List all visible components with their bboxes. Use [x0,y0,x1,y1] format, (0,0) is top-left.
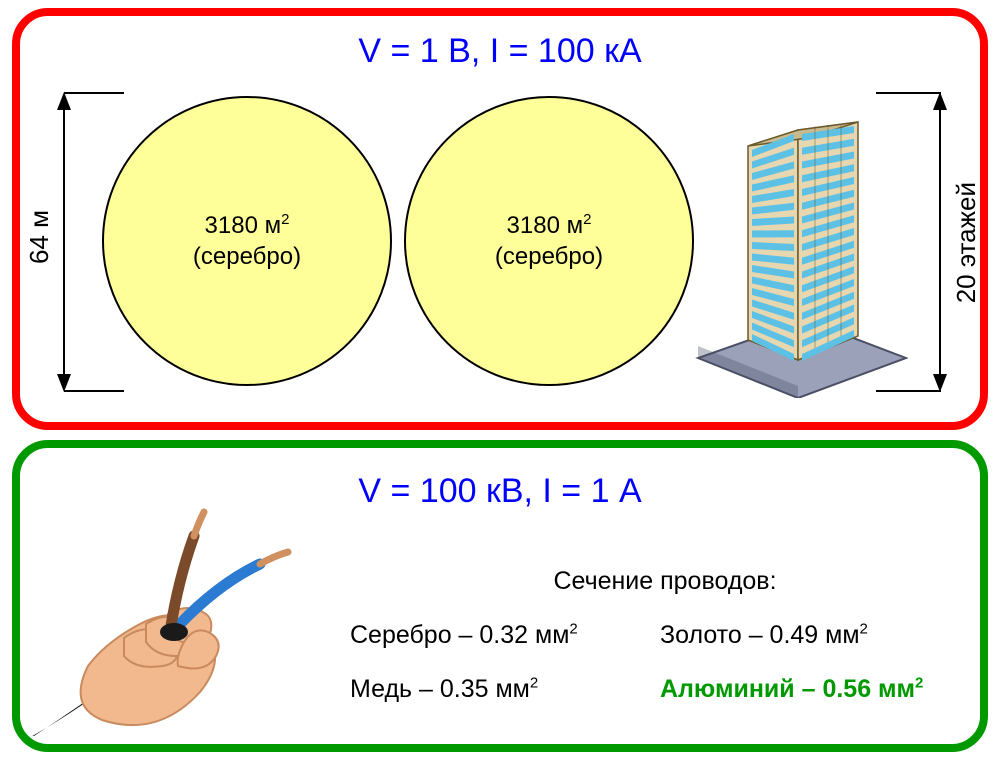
hand-cable-icon [28,506,308,736]
material-copper: Медь – 0.35 мм2 [350,674,630,704]
material-aluminium: Алюминий – 0.56 мм2 [660,674,940,704]
wire-cross-section-table: Сечение проводов: Серебро – 0.32 мм2 Зол… [350,566,940,704]
circle-2-area: 3180 м [507,212,584,239]
top-title: V = 1 В, I = 100 кА [20,32,980,71]
circle-2-material: (серебро) [495,241,603,272]
material-silver: Серебро – 0.32 мм2 [350,620,630,650]
material-gold: Золото – 0.49 мм2 [660,620,940,650]
silver-circle-2: 3180 м2 (серебро) [404,96,694,386]
right-dimension-label: 20 этажей [951,182,982,303]
right-dimension: 20 этажей [916,92,964,392]
circle-1-area: 3180 м [205,212,282,239]
silver-circle-1: 3180 м2 (серебро) [102,96,392,386]
left-dimension: 64 м [40,92,88,392]
circle-1-material: (серебро) [193,241,301,272]
wire-section-title: Сечение проводов: [390,566,940,596]
left-dimension-label: 64 м [24,210,55,264]
building-icon [678,98,908,398]
top-panel: V = 1 В, I = 100 кА 64 м 3180 м2 (серебр… [12,8,988,430]
bottom-panel: V = 100 кВ, I = 1 А Сечение проводов: Се… [12,440,988,752]
